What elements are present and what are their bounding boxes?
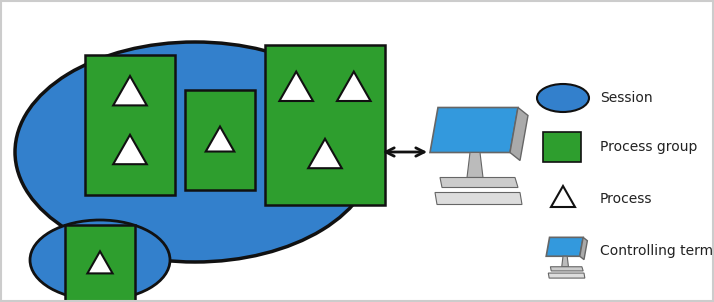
Text: Process group: Process group [600,140,698,154]
Polygon shape [435,192,522,204]
Polygon shape [546,237,583,256]
Polygon shape [337,72,371,101]
Polygon shape [308,139,342,168]
Polygon shape [467,153,483,178]
Polygon shape [114,76,147,105]
Polygon shape [430,108,518,153]
Ellipse shape [537,84,589,112]
Polygon shape [550,267,583,271]
Polygon shape [440,178,518,188]
Polygon shape [510,108,528,160]
Bar [543,132,581,162]
Polygon shape [551,186,575,207]
Bar [65,225,135,302]
Bar [185,90,255,190]
Polygon shape [87,251,113,273]
Text: Session: Session [600,91,653,105]
Bar [85,55,175,195]
Polygon shape [206,127,234,152]
Ellipse shape [15,42,375,262]
Polygon shape [279,72,313,101]
Text: Process: Process [600,192,653,206]
Ellipse shape [30,220,170,300]
Bar [265,45,385,205]
Polygon shape [580,237,588,260]
Polygon shape [548,273,585,278]
Polygon shape [114,135,147,164]
Text: Controlling terminal: Controlling terminal [600,244,714,258]
Polygon shape [562,256,568,267]
